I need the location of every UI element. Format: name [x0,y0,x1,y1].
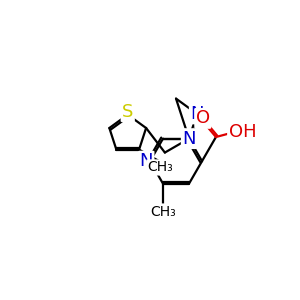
Text: N: N [182,130,196,148]
Text: O: O [196,110,210,128]
Text: N: N [140,152,153,170]
Text: OH: OH [229,123,256,141]
Text: S: S [122,103,134,121]
Text: CH₃: CH₃ [150,205,176,218]
Text: CH₃: CH₃ [147,160,173,174]
Text: N: N [190,105,204,123]
